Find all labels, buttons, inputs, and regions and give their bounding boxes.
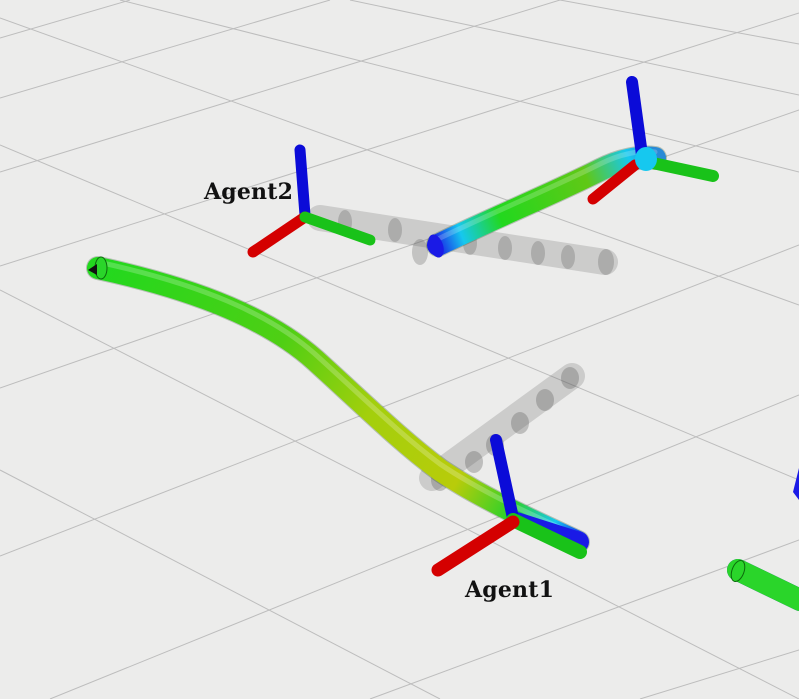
- trail-agent1: [419, 363, 585, 491]
- path-agent2-start-cap: [428, 234, 444, 258]
- pose-top-x-axis: [587, 159, 641, 205]
- agent1-label: Agent1: [465, 577, 555, 603]
- path-offscreen-cap: [730, 559, 746, 583]
- agent1-z-axis: [490, 434, 519, 524]
- pose-top-hub: [635, 147, 657, 171]
- agent2-x-axis: [247, 211, 311, 258]
- agent1-y-axis: [506, 513, 587, 559]
- trail-agent2-discs: [338, 210, 614, 275]
- pose-axes-top[interactable]: [587, 76, 719, 205]
- path-offscreen-fragment: [727, 559, 799, 611]
- agent2-y-axis: [299, 211, 376, 246]
- path-offscreen-blue-fragment: [793, 468, 799, 500]
- path-agent2: [426, 145, 667, 257]
- pose-top-z-axis: [626, 76, 648, 161]
- agent2-pose-axes[interactable]: [247, 144, 376, 258]
- agent1-x-axis: [431, 515, 520, 577]
- path-agent1: [86, 256, 590, 554]
- agent2-z-axis: [294, 144, 311, 221]
- path-agent1-start-tip: [88, 264, 97, 275]
- pose-top-y-axis: [642, 156, 719, 182]
- agent2-label: Agent2: [204, 179, 294, 205]
- agent1-pose-axes[interactable]: [431, 434, 587, 577]
